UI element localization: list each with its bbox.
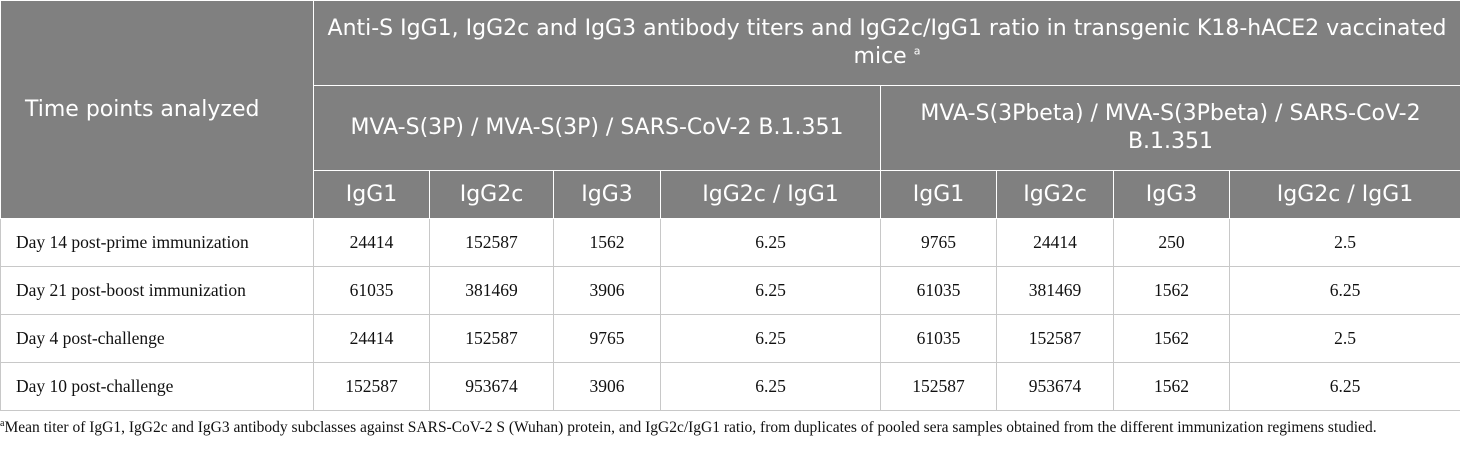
table-title-cell: Anti-S IgG1, IgG2c and IgG3 antibody tit…: [312, 0, 1460, 86]
subheader-igg3: IgG3: [1113, 170, 1230, 219]
table-cell: 9765: [553, 314, 661, 363]
table-row: Day 14 post-prime immunization 24414 152…: [0, 218, 1460, 267]
table-cell: 152587: [313, 362, 430, 411]
row-label: Day 14 post-prime immunization: [0, 218, 314, 267]
subheader-igg3: IgG3: [553, 170, 661, 219]
table-cell: 152587: [429, 218, 554, 267]
subheader-ratio: IgG2c / IgG1: [660, 170, 881, 219]
table-cell: 61035: [313, 266, 430, 315]
row-label: Day 21 post-boost immunization: [0, 266, 314, 315]
subheader-igg2c: IgG2c: [996, 170, 1114, 219]
row-header: Time points analyzed: [0, 0, 314, 219]
table-title: Anti-S IgG1, IgG2c and IgG3 antibody tit…: [327, 16, 1447, 69]
table-cell: 61035: [880, 314, 997, 363]
table-cell: 381469: [429, 266, 554, 315]
table-cell: 2.5: [1228, 218, 1460, 267]
group-header-3pbeta: MVA-S(3Pbeta) / MVA-S(3Pbeta) / SARS-CoV…: [879, 85, 1460, 171]
table-cell: 1562: [1113, 314, 1230, 363]
titer-table: Time points analyzed Anti-S IgG1, IgG2c …: [0, 0, 1460, 411]
subheader-igg1: IgG1: [313, 170, 430, 219]
table-cell: 6.25: [660, 266, 881, 315]
table-cell: 3906: [553, 266, 661, 315]
table-row: Day 10 post-challenge 152587 953674 3906…: [0, 362, 1460, 411]
table-footnote: aMean titer of IgG1, IgG2c and IgG3 anti…: [0, 417, 1460, 438]
table-cell: 61035: [880, 266, 997, 315]
subheader-igg2c: IgG2c: [429, 170, 554, 219]
subheader-ratio: IgG2c / IgG1: [1228, 170, 1460, 219]
table-cell: 1562: [1113, 266, 1230, 315]
table-cell: 152587: [996, 314, 1114, 363]
table-cell: 24414: [313, 218, 430, 267]
table-cell: 953674: [996, 362, 1114, 411]
table-cell: 250: [1113, 218, 1230, 267]
table-cell: 6.25: [1228, 266, 1460, 315]
table-cell: 6.25: [660, 362, 881, 411]
footnote-text: Mean titer of IgG1, IgG2c and IgG3 antib…: [4, 419, 1377, 436]
group-header-3p: MVA-S(3P) / MVA-S(3P) / SARS-CoV-2 B.1.3…: [313, 85, 881, 171]
table-cell: 1562: [1113, 362, 1230, 411]
table-cell: 953674: [429, 362, 554, 411]
table-cell: 24414: [313, 314, 430, 363]
table-cell: 6.25: [660, 218, 881, 267]
table-row: Day 21 post-boost immunization 61035 381…: [0, 266, 1460, 315]
table-cell: 24414: [996, 218, 1114, 267]
footnote-mark: a: [0, 418, 5, 429]
table-cell: 152587: [880, 362, 997, 411]
subheader-igg1: IgG1: [880, 170, 997, 219]
table-cell: 6.25: [1228, 362, 1460, 411]
table-cell: 9765: [880, 218, 997, 267]
table-cell: 6.25: [660, 314, 881, 363]
row-label: Day 4 post-challenge: [0, 314, 314, 363]
table-cell: 1562: [553, 218, 661, 267]
table-cell: 152587: [429, 314, 554, 363]
table-cell: 3906: [553, 362, 661, 411]
table-cell: 381469: [996, 266, 1114, 315]
table-row: Day 4 post-challenge 24414 152587 9765 6…: [0, 314, 1460, 363]
title-footnote-mark: a: [913, 44, 921, 58]
table-cell: 2.5: [1228, 314, 1460, 363]
row-label: Day 10 post-challenge: [0, 362, 314, 411]
